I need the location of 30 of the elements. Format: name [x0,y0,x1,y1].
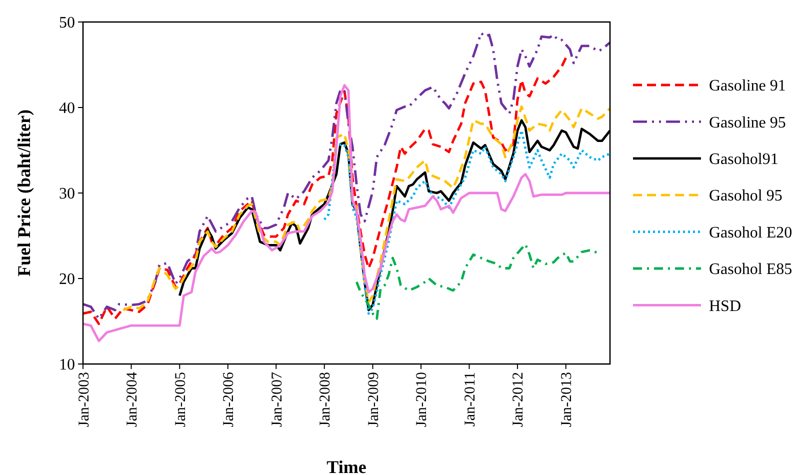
y-tick-label: 10 [59,356,75,374]
x-tick-label: Jan-2008 [318,372,334,427]
y-tick-label: 30 [59,186,75,203]
line-series [122,105,612,312]
line-series [355,243,600,320]
legend-label: Gasoline 95 [709,114,786,132]
x-tick-label: Jan-2009 [366,372,382,427]
y-tick-label: 40 [59,100,75,118]
x-tick-label: Jan-2004 [124,372,140,427]
legend-label: Gasohol91 [709,151,778,168]
x-tick-label: Jan-2006 [221,372,238,427]
y-tick-label: 50 [59,14,75,32]
legend-label: Gasoline 91 [709,78,786,95]
y-axis-title: Fuel Price (baht/liter) [14,110,34,276]
x-axis-title: Time [326,457,366,475]
y-tick-label: 20 [59,271,75,288]
x-tick-label: Jan-2007 [269,372,286,427]
legend-label: HSD [709,298,742,315]
x-tick-label: Jan-2012 [510,372,527,427]
x-tick-label: Jan-2013 [559,372,576,427]
line-series [323,129,612,315]
x-tick-label: Jan-2003 [76,372,92,427]
legend-label: Gasohol 95 [709,188,782,205]
x-tick-label: Jan-2010 [414,372,430,427]
legend-label: Gasohol E20 [709,224,792,242]
legend-label: Gasohol E85 [709,261,792,278]
line-series [82,32,612,320]
x-tick-label: Jan-2005 [172,372,189,427]
line-series [82,84,612,342]
x-tick-label: Jan-2011 [462,372,478,426]
